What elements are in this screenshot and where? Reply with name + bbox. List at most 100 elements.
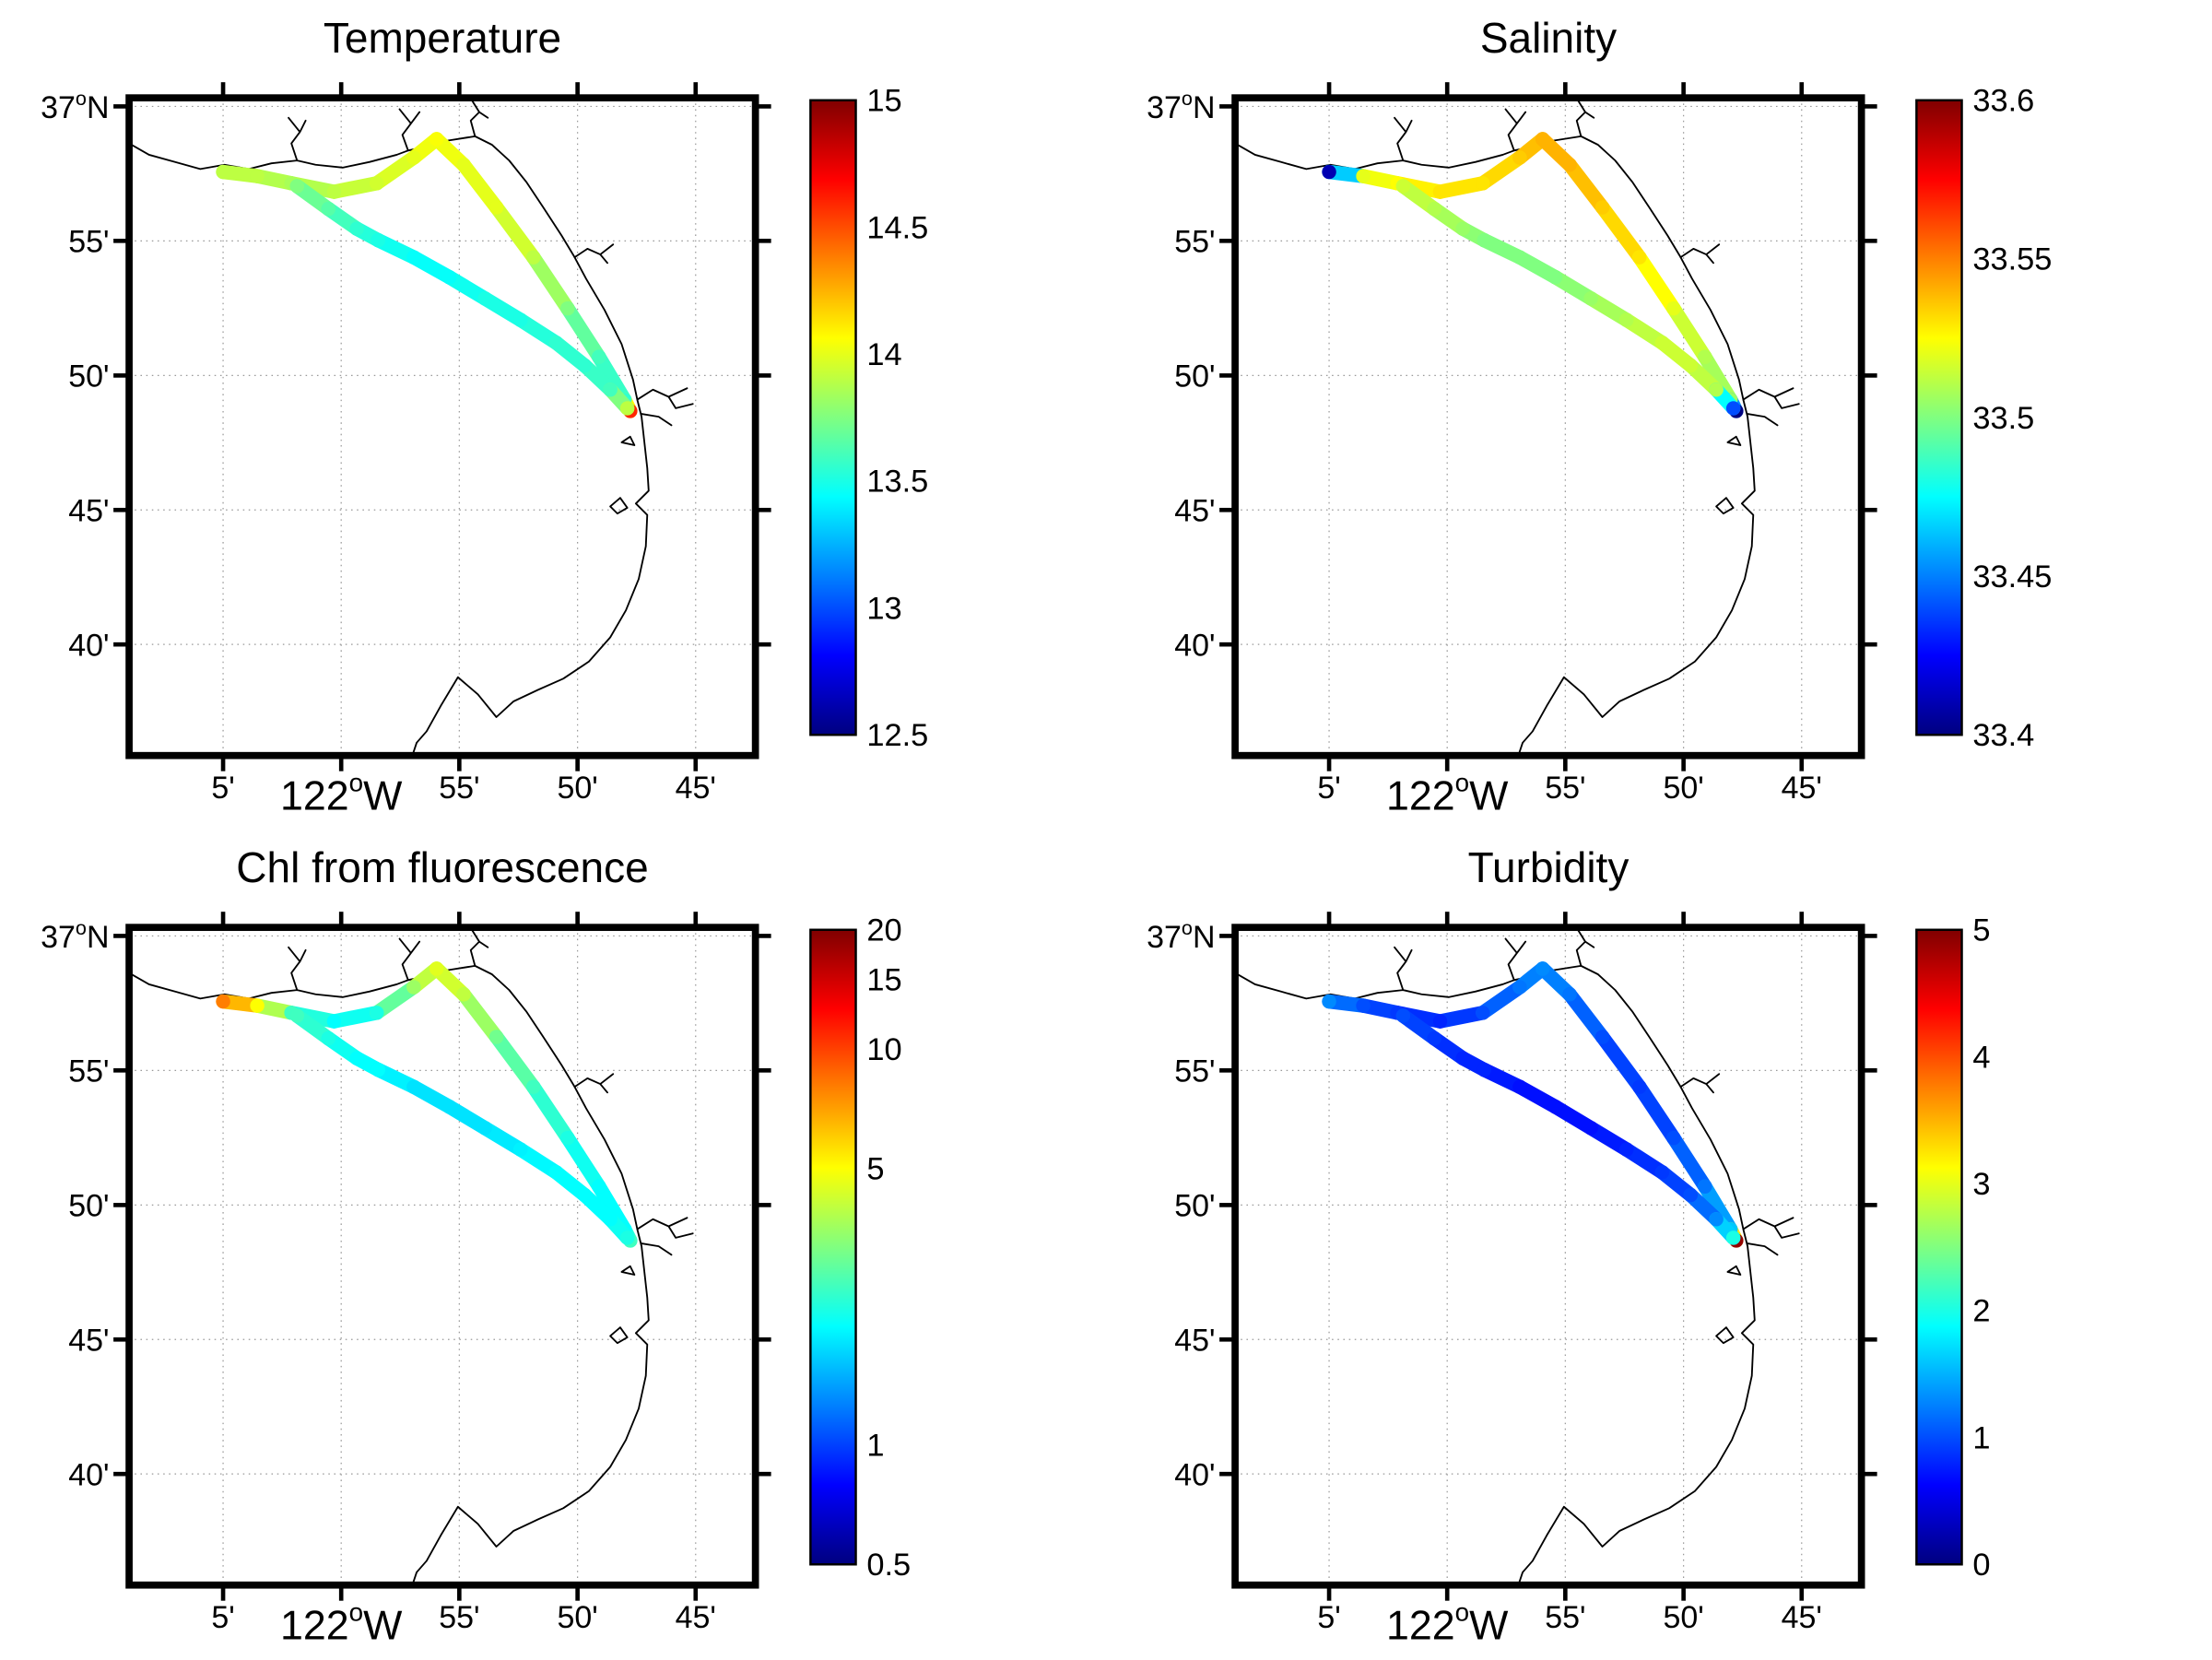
colorbar-tick-label: 12.5 <box>866 718 928 753</box>
colorbar-gradient <box>809 99 857 736</box>
y-tick-label: 37oN <box>41 916 109 955</box>
grid <box>1235 98 1862 756</box>
y-tick-label: 37oN <box>1147 87 1215 125</box>
x-tick-label: 50' <box>557 1600 597 1635</box>
coastline <box>1234 929 1800 1586</box>
colorbar-tick-label: 0.5 <box>866 1548 911 1583</box>
map-turbidity: 37oN 55' 50' 45' 40' 5' 122oW 55' 50' 45' <box>1147 912 1877 1648</box>
track-diagonal-leg <box>289 179 635 416</box>
colorbar-salinity: 33.6 33.55 33.5 33.45 33.4 <box>1915 84 2052 753</box>
panel-turbidity: Turbidity 37oN 55' 50' 45' 40' 5' 122oW 55' 50' 4… <box>1106 830 2212 1659</box>
colorbar-tick-label: 33.6 <box>1972 84 2034 119</box>
colorbar-gradient <box>1915 99 1963 736</box>
y-tick-label: 50' <box>1174 359 1215 394</box>
axes-frame <box>1219 912 1877 1601</box>
x-tick-label-degrees: 122oW <box>1386 768 1509 818</box>
x-tick-label: 45' <box>676 1600 716 1635</box>
colorbar-tick-label: 0 <box>1972 1548 1990 1583</box>
colorbar-tick-label: 13 <box>866 591 901 626</box>
x-tick-label: 55' <box>1545 1600 1585 1635</box>
y-tick-label: 40' <box>68 629 109 664</box>
panel-title-temperature: Temperature <box>323 14 562 62</box>
panel-title-chl: Chl from fluorescence <box>236 843 649 891</box>
y-tick-label: 45' <box>68 1324 109 1359</box>
y-tick-label: 37oN <box>41 87 109 125</box>
y-tick-label: 50' <box>1174 1189 1215 1224</box>
colorbar-tick-label: 15 <box>866 84 901 119</box>
colorbar-gradient <box>1915 928 1963 1566</box>
y-tick-label: 45' <box>1174 1324 1215 1359</box>
x-tick-label: 45' <box>676 771 716 806</box>
x-tick-label: 45' <box>1782 1600 1822 1635</box>
colorbar-tick-label: 3 <box>1972 1167 1990 1202</box>
colorbar-tick-label: 1 <box>866 1429 884 1464</box>
colorbar-tick-label: 2 <box>1972 1294 1990 1329</box>
panel-title-turbidity: Turbidity <box>1467 843 1630 891</box>
track-diagonal-leg <box>1395 1008 1741 1245</box>
panel-chl: Chl from fluorescence 37oN 55' 50' 45' 40' 5'… <box>0 830 1106 1659</box>
y-tick-label: 55' <box>1174 225 1215 260</box>
colorbar-tick-label: 33.5 <box>1972 401 2034 436</box>
colorbar-gradient <box>809 928 857 1566</box>
colorbar-tick-label: 33.55 <box>1972 242 2052 277</box>
axes-frame <box>113 912 771 1601</box>
grid <box>129 98 756 756</box>
y-tick-label: 55' <box>68 225 109 260</box>
x-tick-label: 50' <box>1663 1600 1703 1635</box>
coastline <box>128 929 694 1586</box>
y-tick-label: 40' <box>1174 629 1215 664</box>
x-tick-label: 50' <box>557 771 597 806</box>
panel-salinity: Salinity 37oN 55' 50' 45' 40' 5' 122oW 55' 50' 45… <box>1106 0 2212 830</box>
x-tick-label-degrees: 122oW <box>280 768 403 818</box>
y-tick-label: 55' <box>1174 1054 1215 1089</box>
x-tick-label: 5' <box>211 771 234 806</box>
track-north-leg <box>1322 132 1744 418</box>
colorbar-tick-label: 10 <box>866 1032 901 1067</box>
colorbar-tick-label: 5 <box>1972 913 1990 948</box>
y-tick-label: 40' <box>68 1458 109 1493</box>
colorbar-tick-label: 13.5 <box>866 465 928 500</box>
y-tick-label: 50' <box>68 359 109 394</box>
coastline <box>128 100 694 757</box>
colorbar-tick-label: 15 <box>866 962 901 997</box>
grid <box>129 927 756 1585</box>
x-tick-label: 55' <box>439 771 479 806</box>
panel-title-salinity: Salinity <box>1479 14 1618 62</box>
colorbar-tick-label: 14.5 <box>866 210 928 245</box>
x-tick-label-degrees: 122oW <box>280 1597 403 1648</box>
track-diagonal-leg <box>1395 179 1741 416</box>
x-tick-label: 45' <box>1782 771 1822 806</box>
x-tick-label: 55' <box>1545 771 1585 806</box>
colorbar-tick-label: 33.4 <box>1972 718 2034 753</box>
map-chl: 37oN 55' 50' 45' 40' 5' 122oW 55' 50' 45' <box>41 912 771 1648</box>
colorbar-temperature: 15 14.5 14 13.5 13 12.5 <box>809 84 928 753</box>
colorbar-tick-label: 1 <box>1972 1420 1990 1455</box>
x-tick-label-degrees: 122oW <box>1386 1597 1509 1648</box>
track-north-leg <box>1322 961 1744 1248</box>
x-tick-label: 50' <box>1663 771 1703 806</box>
y-tick-label: 37oN <box>1147 916 1215 955</box>
x-tick-label: 5' <box>1317 771 1340 806</box>
y-tick-label: 40' <box>1174 1458 1215 1493</box>
coastline <box>1234 100 1800 757</box>
track-diagonal-leg <box>289 1008 635 1245</box>
axes-frame <box>1219 82 1877 771</box>
y-tick-label: 45' <box>68 494 109 529</box>
colorbar-chl: 20 15 10 5 1 0.5 <box>809 913 911 1583</box>
colorbar-tick-label: 5 <box>866 1151 884 1186</box>
y-tick-label: 45' <box>1174 494 1215 529</box>
colorbar-tick-label: 4 <box>1972 1040 1990 1075</box>
x-tick-label: 5' <box>1317 1600 1340 1635</box>
colorbar-tick-label: 33.45 <box>1972 559 2052 595</box>
y-tick-label: 50' <box>68 1189 109 1224</box>
panel-temperature: Temperature 37oN 55' 50' 45' 40' 5' 122oW 55' 50… <box>0 0 1106 830</box>
x-tick-label: 5' <box>211 1600 234 1635</box>
grid <box>1235 927 1862 1585</box>
colorbar-tick-label: 14 <box>866 337 901 372</box>
y-tick-label: 55' <box>68 1054 109 1089</box>
x-tick-label: 55' <box>439 1600 479 1635</box>
colorbar-turbidity: 5 4 3 2 1 0 <box>1915 913 1990 1583</box>
map-temperature: 37oN 55' 50' 45' 40' 5' 122oW 55' 50' 45' <box>41 82 771 818</box>
colorbar-tick-label: 20 <box>866 913 901 948</box>
